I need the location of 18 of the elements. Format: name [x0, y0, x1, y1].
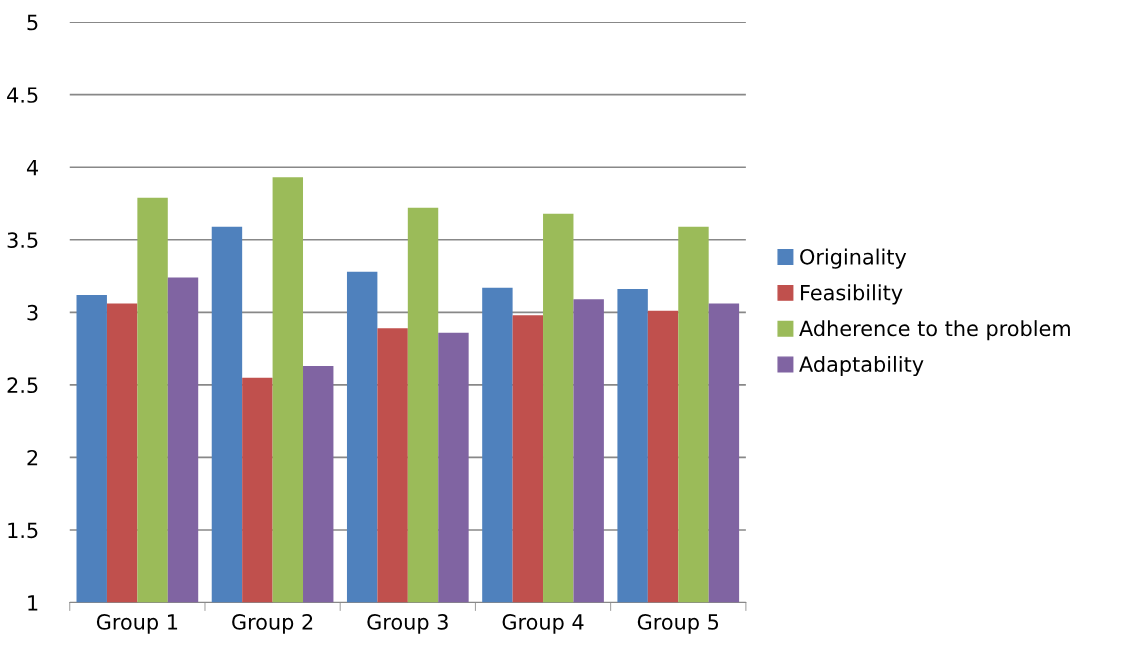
legend-label: Feasibility	[801, 284, 903, 305]
y-tick-label: 1.5	[8, 522, 38, 539]
x-tick-label: Group 2	[232, 614, 313, 634]
x-tick-label: Group 3	[367, 614, 448, 634]
y-tick-label: 3	[27, 304, 38, 321]
x-tick-label: Group 1	[96, 614, 178, 634]
y-tick-label: 4.5	[7, 87, 38, 103]
y-tick-label: 5	[27, 14, 38, 31]
y-tick-label: 1	[28, 595, 38, 611]
x-tick-label: Group 5	[637, 614, 719, 634]
legend-label: Originality	[800, 248, 907, 269]
x-tick-label: Group 4	[502, 614, 584, 634]
y-tick-label: 4	[26, 159, 39, 176]
legend-label: Adaptability	[799, 355, 924, 377]
y-tick-label: 2.5	[7, 377, 38, 394]
y-tick-label: 3.5	[7, 232, 38, 248]
legend-label: Adherence to the problem	[799, 320, 1070, 341]
y-tick-label: 2	[27, 449, 38, 466]
